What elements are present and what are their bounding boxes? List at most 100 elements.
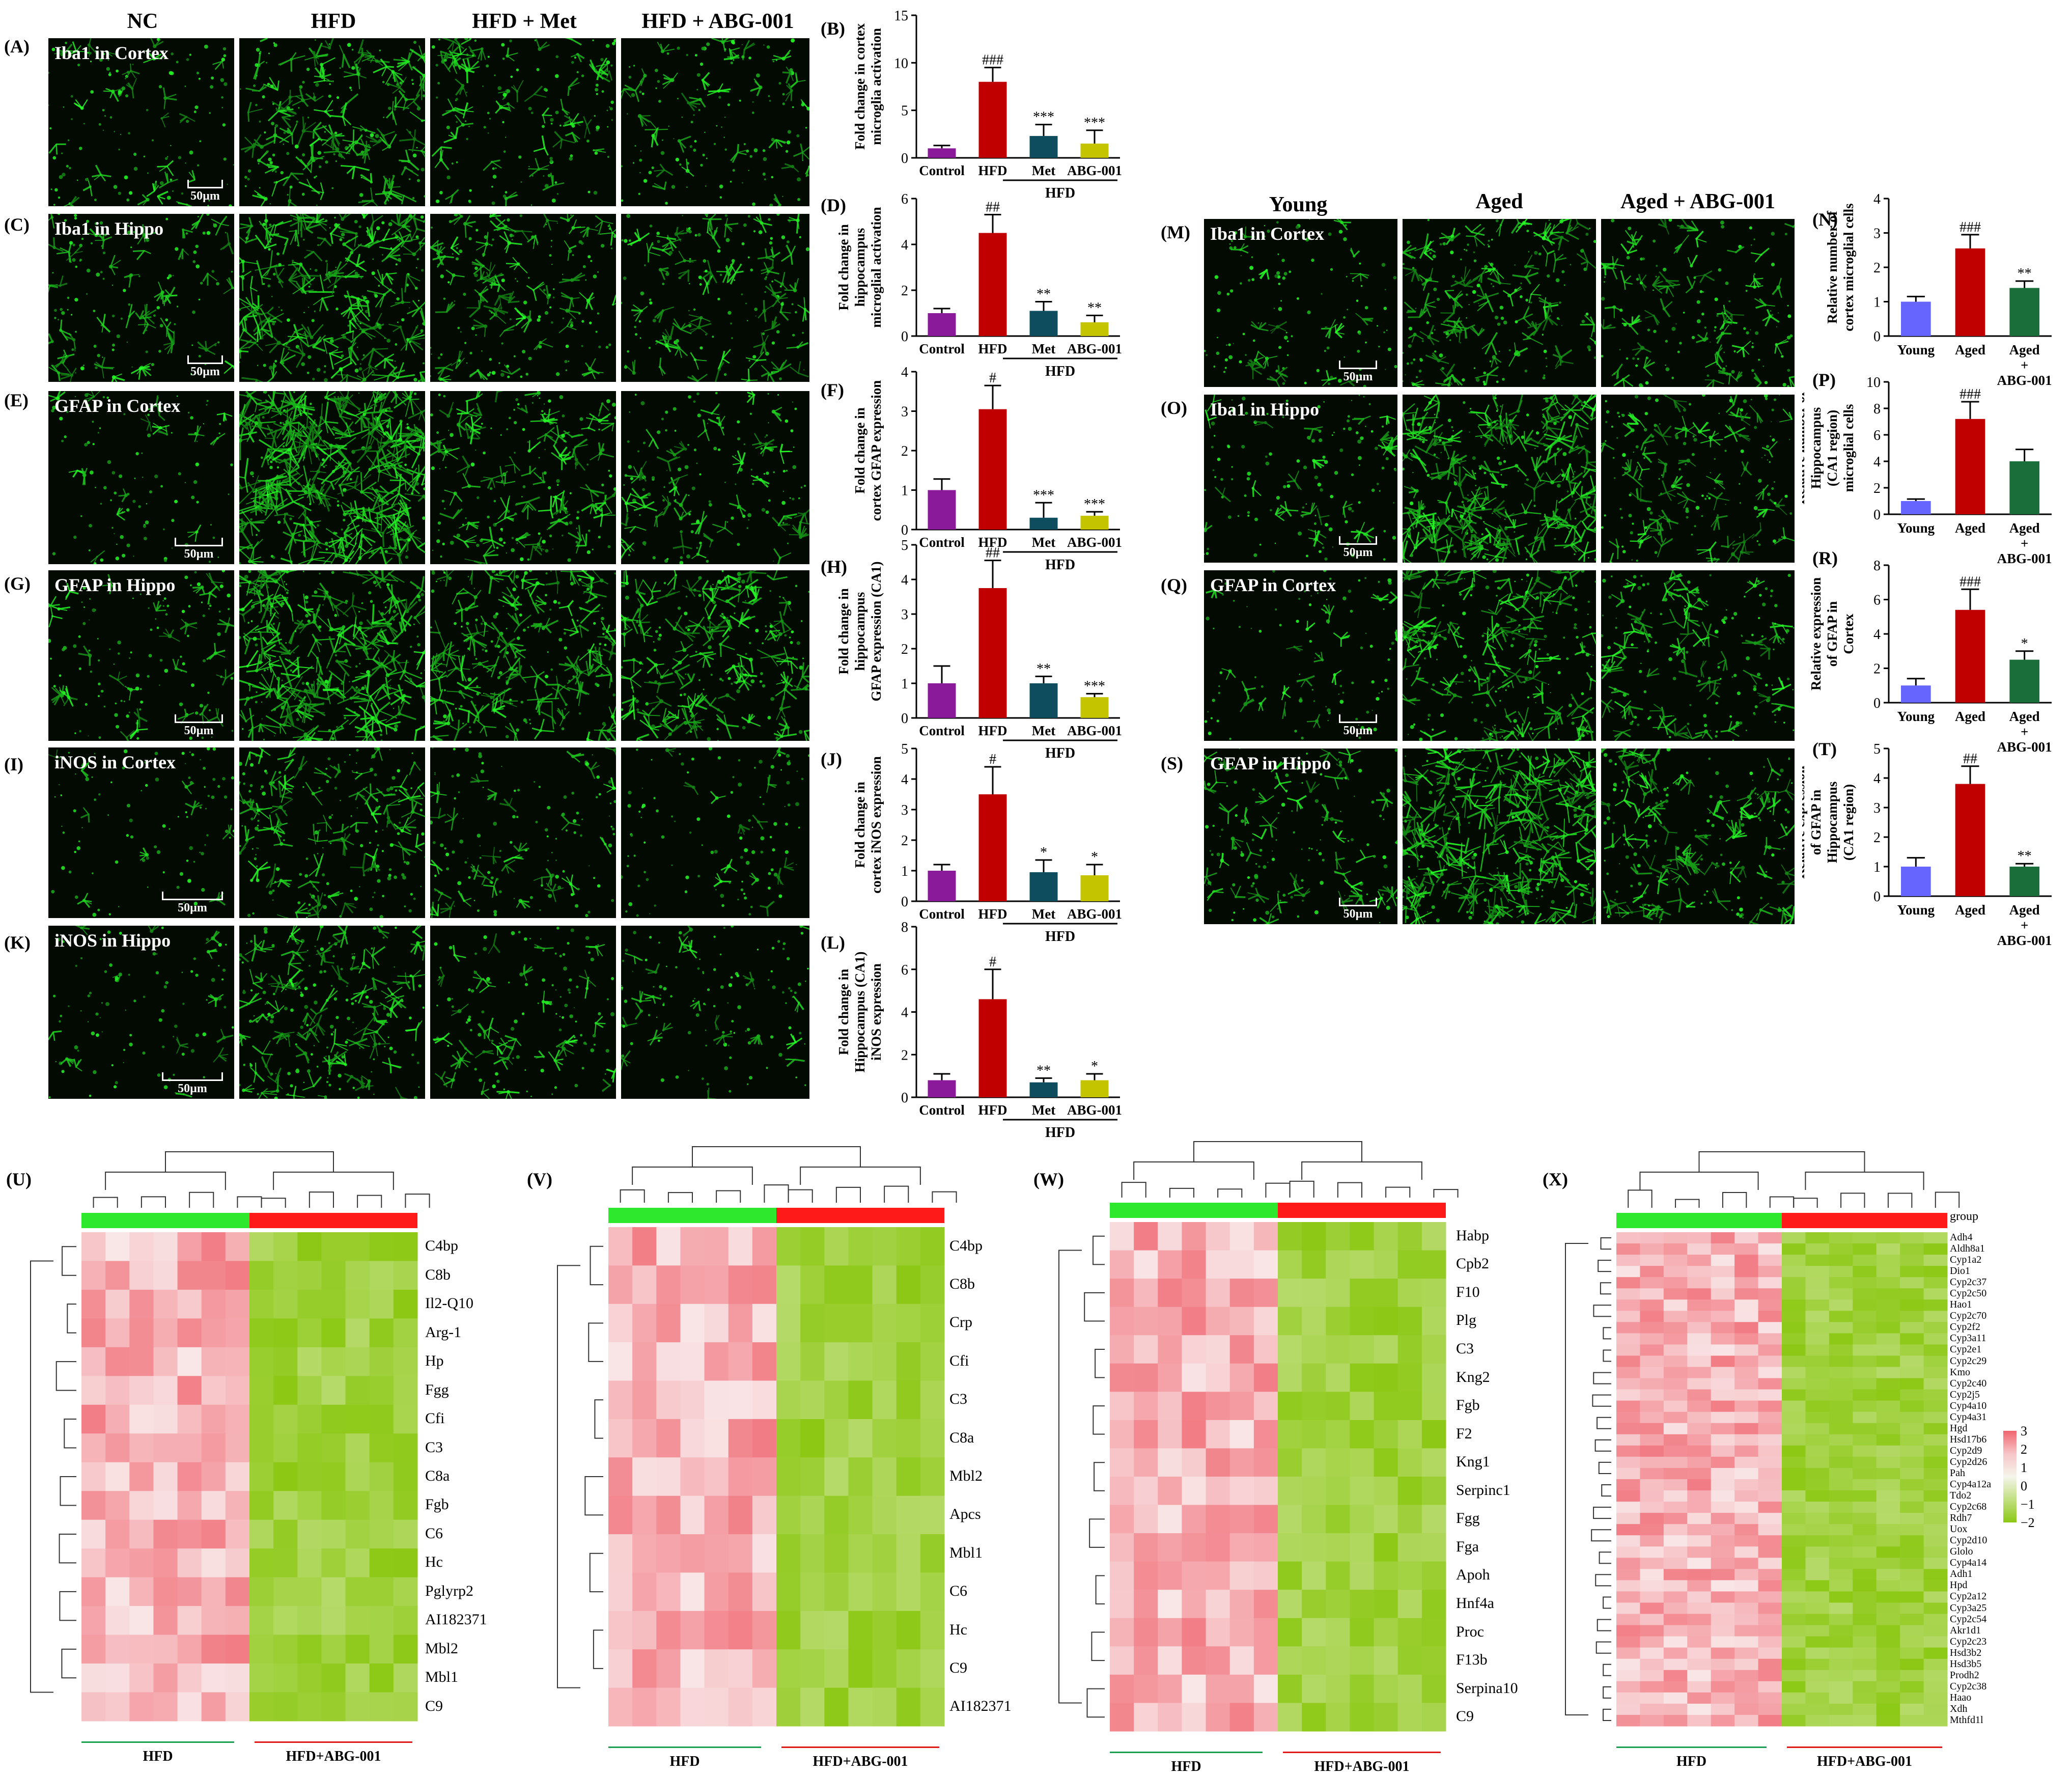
y-axis-label: Relative number ofHippocampus(CA1 region… <box>1802 391 1856 504</box>
micrograph-right-1-2 <box>1601 395 1795 563</box>
gene-label: Xdh <box>1950 1703 1967 1715</box>
significance-label: # <box>989 370 996 386</box>
bar <box>1901 867 1931 896</box>
gene-label: Cyp2c70 <box>1950 1310 1986 1322</box>
gene-label: Cpb2 <box>1456 1255 1489 1272</box>
significance-label: * <box>1040 845 1047 861</box>
y-tick-label: 5 <box>901 538 908 553</box>
group-label-abg: HFD+ABG-001 <box>1283 1759 1441 1775</box>
bar <box>979 588 1007 718</box>
panel-letter-x: (X) <box>1543 1169 1568 1190</box>
x-tick-label: Young <box>1897 709 1935 724</box>
micrograph-1-3 <box>621 214 809 382</box>
bar <box>928 490 956 530</box>
gene-label: Mbl1 <box>425 1669 458 1686</box>
col-header-aged: Aged <box>1403 189 1596 214</box>
significance-label: * <box>1091 849 1098 865</box>
bar <box>1081 516 1109 530</box>
gene-label: Adh1 <box>1950 1568 1972 1580</box>
y-tick-label: 4 <box>901 572 908 588</box>
x-tick-label: ABG-001 <box>1067 1102 1122 1118</box>
significance-label: # <box>989 752 996 767</box>
scale-bar: 50µm <box>1339 898 1377 921</box>
group-label-hfd: HFD <box>1110 1759 1263 1775</box>
gene-label: Habp <box>1456 1227 1489 1244</box>
bar <box>1955 419 1985 514</box>
scale-bar: 50µm <box>187 355 223 379</box>
bar <box>1901 302 1931 337</box>
gene-label: AI182371 <box>425 1611 487 1628</box>
scale-bar: 50µm <box>162 892 223 915</box>
y-tick-label: 4 <box>901 772 908 788</box>
bar <box>1081 875 1109 901</box>
y-tick-label: 2 <box>1873 260 1881 276</box>
gene-label: Hc <box>949 1621 967 1639</box>
bar <box>928 1080 956 1098</box>
bar <box>928 148 956 158</box>
x-tick-label: Control <box>919 163 965 178</box>
gene-label: C3 <box>949 1391 967 1408</box>
x-tick-label: Control <box>919 1102 965 1118</box>
gene-label: Rdh7 <box>1950 1512 1972 1524</box>
significance-label: ** <box>1087 300 1102 316</box>
micrograph-5-3 <box>621 926 809 1099</box>
y-axis-label: Fold change inhippocampusGFAP expression… <box>836 562 884 702</box>
scale-bar: 50µm <box>175 538 223 561</box>
gene-label: Plg <box>1456 1312 1476 1329</box>
y-axis-label: Fold change inHippocampus (CA1)iNOS expr… <box>836 952 884 1073</box>
gene-label: Hao1 <box>1950 1299 1972 1311</box>
gene-label: Cfi <box>949 1352 969 1370</box>
y-tick-label: 1 <box>901 864 908 879</box>
y-tick-label: 2 <box>1873 661 1881 677</box>
gene-label: Fga <box>1456 1538 1479 1556</box>
bar <box>1030 1083 1058 1097</box>
gene-label: Fgg <box>425 1381 449 1399</box>
gene-label: Cyp2j5 <box>1950 1389 1980 1401</box>
gene-label: F10 <box>1456 1284 1480 1301</box>
y-tick-label: 0 <box>901 1090 908 1106</box>
gene-label: C8b <box>949 1275 975 1293</box>
y-tick-label: 2 <box>901 1047 908 1063</box>
y-tick-label: 2 <box>901 283 908 299</box>
x-tick-label: ABG-001 <box>1067 341 1122 356</box>
gene-label: AI182371 <box>949 1698 1012 1715</box>
scale-bar: 50µm <box>162 1072 223 1096</box>
micrograph-3-1 <box>239 570 425 741</box>
gene-label: Hgd <box>1950 1423 1967 1434</box>
gene-label: C6 <box>425 1525 443 1542</box>
bar <box>928 871 956 901</box>
x-tick-label: Aged <box>1955 902 1985 918</box>
gene-label: C4bp <box>425 1237 458 1255</box>
gene-label: Pglyrp2 <box>425 1583 473 1600</box>
micrograph-4-0: iNOS in Cortex 50µm <box>48 747 234 918</box>
micrograph-right-0-1 <box>1403 219 1596 387</box>
bar <box>1081 1080 1109 1098</box>
y-axis-label: Fold change incortex GFAP expression <box>852 380 884 521</box>
significance-label: * <box>1091 1059 1098 1074</box>
gene-label: Cyp2d10 <box>1950 1535 1987 1546</box>
significance-label: # <box>989 954 996 970</box>
y-tick-label: 3 <box>901 404 908 420</box>
y-tick-label: 4 <box>901 237 908 253</box>
micrograph-label: iNOS in Cortex <box>54 752 176 773</box>
gene-label: Cyp4a12a <box>1950 1479 1991 1490</box>
gene-label: Cyp2c40 <box>1950 1378 1986 1390</box>
y-tick-label: 3 <box>901 802 908 818</box>
gene-label: Cyp4a14 <box>1950 1557 1986 1569</box>
gene-label: C8a <box>425 1467 450 1485</box>
y-axis-label: Fold change incortex iNOS expression <box>852 756 884 893</box>
gene-label: Apcs <box>949 1506 981 1523</box>
panel-letter-l: (L) <box>821 932 845 953</box>
micrograph-0-3 <box>621 38 809 206</box>
y-tick-label: 4 <box>1873 191 1881 207</box>
y-tick-label: 5 <box>1873 741 1881 757</box>
micrograph-label: GFAP in Hippo <box>54 574 175 596</box>
bar <box>2009 867 2039 896</box>
panel-letter-s: (S) <box>1161 753 1183 774</box>
bar <box>979 794 1007 901</box>
gene-label: Fgg <box>1456 1510 1480 1527</box>
